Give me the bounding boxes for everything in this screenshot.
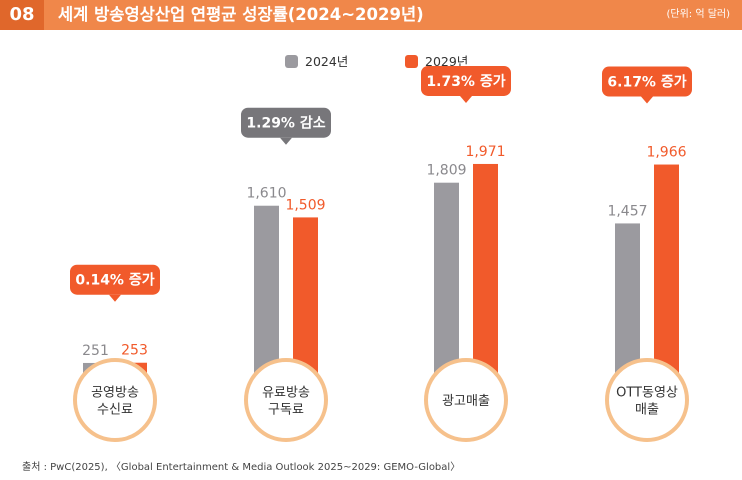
callout-pointer-0 bbox=[109, 294, 121, 302]
legend-item-2029: 2029년 bbox=[405, 52, 485, 72]
value-label-2024-3: 1,457 bbox=[607, 203, 647, 219]
legend-swatch-2029 bbox=[405, 55, 418, 68]
callout-pointer-3 bbox=[641, 96, 653, 104]
callout-bubble-1 bbox=[241, 107, 331, 138]
callout-pointer-2 bbox=[460, 95, 472, 103]
category-label-0-1: 수신료 bbox=[97, 403, 133, 418]
header-bar: 08 세계 방송영상산업 연평균 성장률(2024~2029년) (단위: 억 … bbox=[0, 0, 742, 30]
category-label-3-0: OTT동영상 bbox=[616, 386, 678, 401]
category-label-2-0: 광고매출 bbox=[442, 394, 490, 409]
value-label-2024-0: 251 bbox=[82, 343, 109, 359]
category-circle-2 bbox=[424, 358, 508, 442]
value-label-2024-1: 1,610 bbox=[246, 186, 286, 202]
value-label-2029-2: 1,971 bbox=[465, 144, 505, 160]
chart-title: 세계 방송영상산업 연평균 성장률(2024~2029년) bbox=[58, 5, 424, 24]
category-label-1-1: 구독료 bbox=[268, 403, 304, 418]
callout-bubble-0 bbox=[70, 264, 160, 295]
callout-pointer-1 bbox=[280, 137, 292, 145]
category-circle-0 bbox=[73, 358, 157, 442]
callout-bubble-3 bbox=[602, 66, 692, 97]
value-label-2029-1: 1,509 bbox=[285, 197, 325, 213]
callout-text-2: 1.73% 증가 bbox=[426, 74, 505, 90]
legend-label-2029: 2029년 bbox=[425, 54, 469, 69]
figure-number: 08 bbox=[0, 0, 44, 30]
category-circle-3 bbox=[605, 358, 689, 442]
legend-item-2024: 2024년 bbox=[285, 52, 365, 72]
callout-text-3: 6.17% 증가 bbox=[607, 75, 686, 91]
unit-label: (단위: 억 달러) bbox=[666, 9, 730, 20]
bar-2029-3 bbox=[654, 164, 679, 392]
bar-2024-2 bbox=[434, 182, 459, 392]
callout-text-1: 1.29% 감소 bbox=[246, 115, 325, 132]
category-circle-1 bbox=[244, 358, 328, 442]
value-label-2029-3: 1,966 bbox=[646, 145, 686, 161]
callout-text-0: 0.14% 증가 bbox=[75, 273, 154, 289]
category-label-0-0: 공영방송 bbox=[91, 386, 139, 401]
legend-swatch-2024 bbox=[285, 55, 298, 68]
legend: 2024년 2029년 bbox=[0, 52, 742, 72]
category-label-3-1: 매출 bbox=[635, 403, 659, 418]
category-label-1-0: 유료방송 bbox=[262, 386, 310, 401]
callout-bubble-2 bbox=[421, 65, 511, 96]
bar-2029-2 bbox=[473, 163, 498, 392]
legend-label-2024: 2024년 bbox=[305, 54, 349, 69]
value-label-2029-0: 253 bbox=[121, 343, 148, 359]
source-note: 출처 : PwC(2025), 〈Global Entertainment & … bbox=[22, 462, 461, 473]
value-label-2024-2: 1,809 bbox=[426, 163, 466, 179]
